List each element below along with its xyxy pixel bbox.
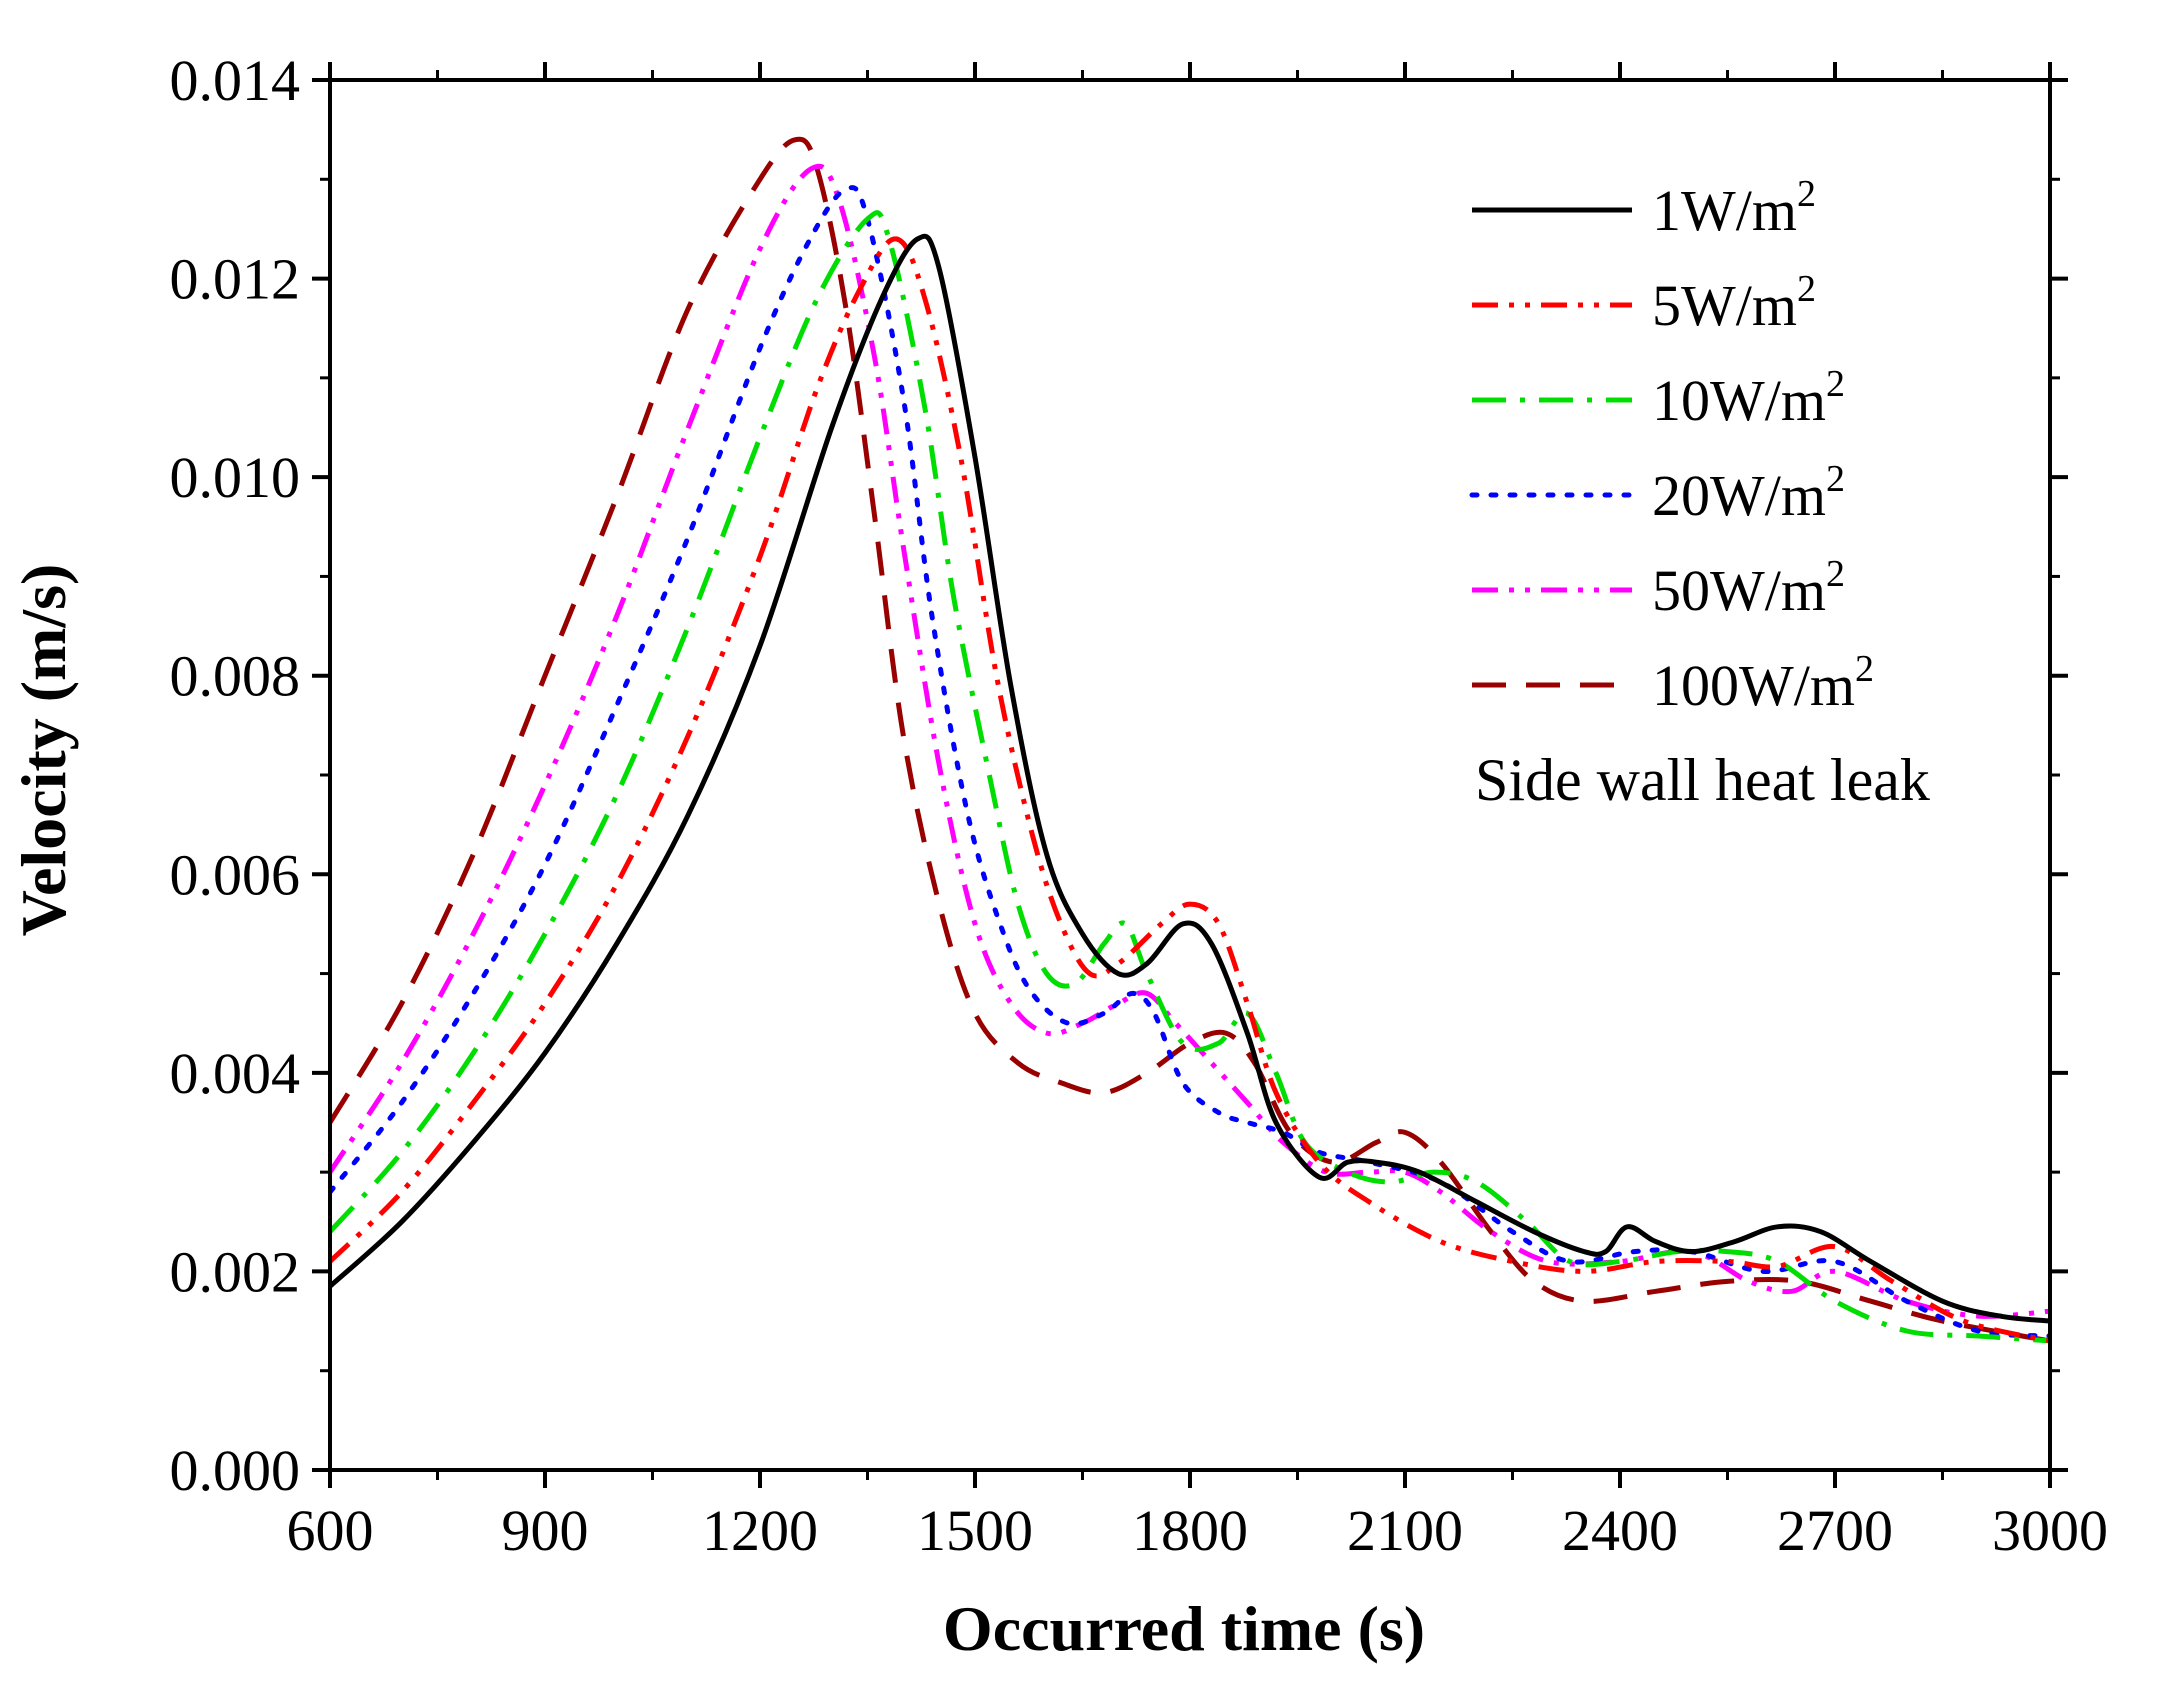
x-tick-label: 900: [502, 1498, 589, 1563]
y-tick-label: 0.014: [170, 48, 301, 113]
x-tick-label: 2100: [1347, 1498, 1463, 1563]
series-line-100: [330, 136, 2050, 1344]
legend-label-10: 10W/m2: [1652, 363, 1845, 433]
series-line-5: [330, 236, 2050, 1344]
x-tick-label: 600: [287, 1498, 374, 1563]
series-line-10: [330, 210, 2050, 1344]
x-tick-label: 2700: [1777, 1498, 1893, 1563]
annotation-text: Side wall heat leak: [1475, 747, 1930, 813]
x-tick-label: 1200: [702, 1498, 818, 1563]
y-tick-label: 0.012: [170, 247, 301, 312]
x-tick-label: 3000: [1992, 1498, 2108, 1563]
legend-label-1: 1W/m2: [1652, 173, 1816, 243]
legend-label-20: 20W/m2: [1652, 458, 1845, 528]
x-tick-label: 1500: [917, 1498, 1033, 1563]
series-line-20: [330, 185, 2050, 1339]
y-axis-title: Velocity (m/s): [8, 564, 79, 937]
legend-label-100: 100W/m2: [1652, 648, 1874, 718]
y-tick-label: 0.010: [170, 445, 301, 510]
series-layer: [330, 136, 2050, 1344]
legend: 1W/m2 5W/m2 10W/m2 20W/m2 50W/m2 100W/m2: [1469, 173, 1874, 718]
x-tick-label: 2400: [1562, 1498, 1678, 1563]
series-line-1: [330, 233, 2050, 1324]
y-tick-label: 0.002: [170, 1239, 301, 1304]
y-tick-label: 0.008: [170, 644, 301, 709]
legend-label-50: 50W/m2: [1652, 553, 1845, 623]
x-axis-title: Occurred time (s): [943, 1593, 1425, 1664]
y-tick-label: 0.006: [170, 842, 301, 907]
y-tick-label: 0.000: [170, 1438, 301, 1503]
y-tick-label: 0.004: [170, 1041, 301, 1106]
axes-layer: 600 900 1200 1500 1800 2100 2400 2700 3000 0.000 0…: [170, 48, 2109, 1563]
legend-label-5: 5W/m2: [1652, 268, 1816, 338]
x-tick-label: 1800: [1132, 1498, 1248, 1563]
